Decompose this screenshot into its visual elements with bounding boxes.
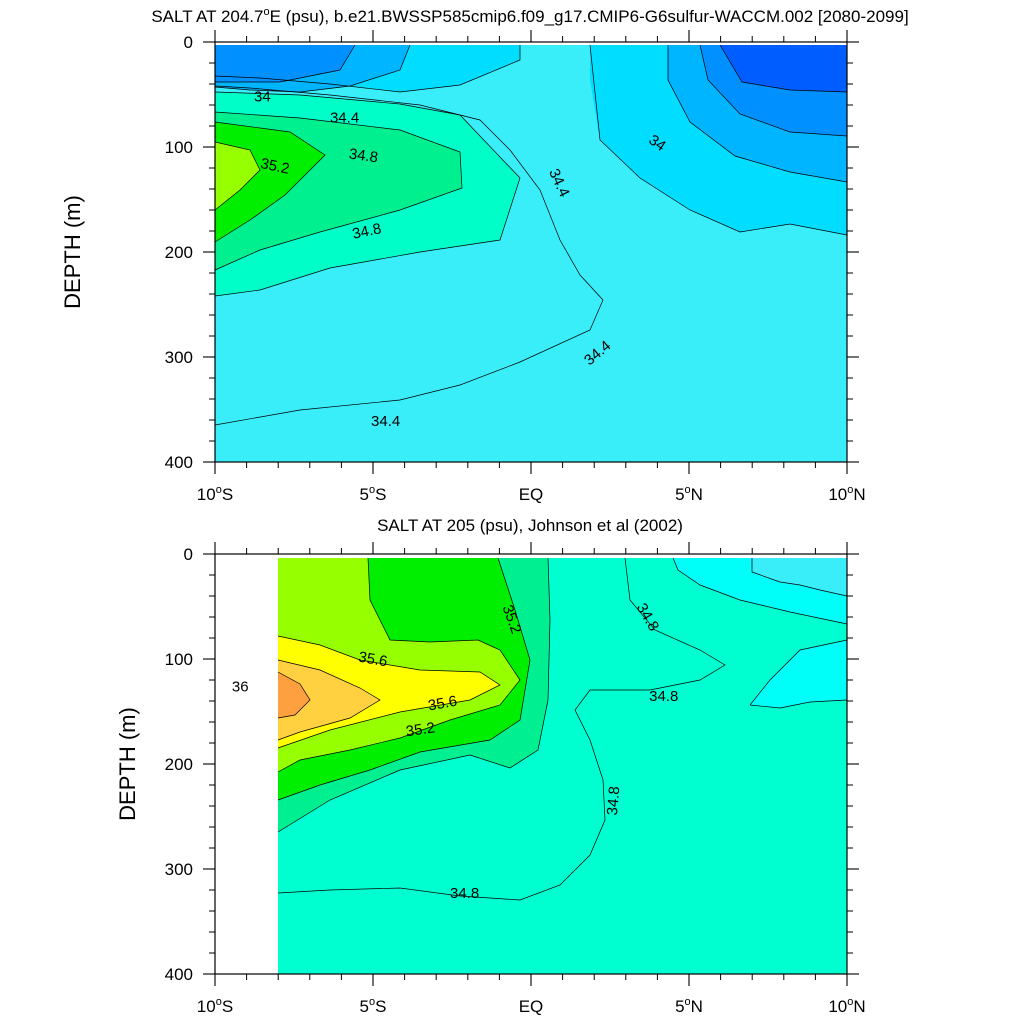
top-y-tick-label: 200 <box>165 243 193 262</box>
top-x-tick-label: 10oS <box>197 484 233 504</box>
top-y-axis-label: DEPTH (m) <box>60 195 85 309</box>
bottom-y-tick-label: 200 <box>165 755 193 774</box>
bottom-panel: SALT AT 205 (psu), Johnson et al (2002) <box>115 516 866 1016</box>
top-y-ticks: 0 100 200 300 400 <box>165 33 859 472</box>
fill-top-lt33.2-right <box>720 45 847 92</box>
top-contour-label-0: 34 <box>254 89 271 106</box>
bottom-y-axis-label: DEPTH (m) <box>115 707 140 821</box>
fill-bottom-lt34.4 <box>750 558 847 596</box>
top-contour-label-text: 34.4 <box>371 413 400 430</box>
top-contour-label-8: 34.4 <box>371 413 400 430</box>
bottom-x-tick-label: 10oN <box>828 996 865 1016</box>
bottom-contour-label-text: 34.8 <box>604 786 623 817</box>
top-title-prefix: SALT AT 204.7 <box>151 7 263 26</box>
fill-top-gt36 <box>215 142 260 210</box>
bottom-y-tick-label: 100 <box>165 650 193 669</box>
top-contour-label-text: 34.4 <box>330 110 359 127</box>
top-x-ticks: 10oS 5oS EQ 5oN 10oN <box>197 30 866 504</box>
top-title-suffix: E (psu), b.e21.BWSSP585cmip6.f09_g17.CMI… <box>270 7 909 26</box>
top-contour-label-text: 34 <box>645 131 668 154</box>
bottom-y-tick-label: 0 <box>184 545 193 564</box>
top-x-tick-label: 5oN <box>675 484 703 504</box>
top-contour-label-text: 34 <box>254 89 271 106</box>
fill-bottom-gt37.2 <box>278 672 310 718</box>
fill-bottom-lt34.8-b <box>750 640 847 708</box>
bottom-contour-label-3: 36 <box>232 678 249 695</box>
bottom-contour-label-text: 34.8 <box>450 885 479 902</box>
bottom-contour-label-text: 35.6 <box>427 693 459 715</box>
top-y-tick-label: 300 <box>165 348 193 367</box>
top-y-tick-label: 400 <box>165 453 193 472</box>
bottom-x-ticks: 10oS 5oS EQ 5oN 10oN <box>197 542 866 1016</box>
bottom-panel-title: SALT AT 205 (psu), Johnson et al (2002) <box>377 516 683 535</box>
bottom-contour-label-7: 34.8 <box>604 786 623 817</box>
fill-bottom-gt36.8 <box>278 660 380 740</box>
top-contour-label-6: 34 <box>645 131 668 154</box>
bottom-contour-label-5: 35.2 <box>405 719 436 740</box>
top-contour-label-text: 34.8 <box>348 145 379 166</box>
top-contour-label-2: 34.8 <box>348 145 379 166</box>
top-contour-label-text: 34.8 <box>351 220 383 243</box>
bottom-y-tick-label: 300 <box>165 860 193 879</box>
top-contour-label-4: 34.8 <box>351 220 383 243</box>
top-title-degree: o <box>263 6 269 18</box>
bottom-x-tick-label: 5oS <box>360 996 387 1016</box>
bottom-contour-lines <box>277 557 848 901</box>
bottom-y-ticks: 0 100 200 300 400 <box>165 545 859 984</box>
top-x-tick-label: 10oN <box>828 484 865 504</box>
bottom-contour-label-text: 36 <box>232 678 249 695</box>
bottom-contour-fills <box>278 558 847 974</box>
top-y-tick-label: 0 <box>184 33 193 52</box>
top-contour-fills <box>215 45 847 462</box>
bottom-contour-label-6: 34.8 <box>649 688 678 705</box>
bottom-x-tick-label: 10oS <box>197 996 233 1016</box>
fill-top-lt33.6-left <box>215 45 355 82</box>
top-contour-lines <box>214 44 848 426</box>
top-panel-title: SALT AT 204.7oE (psu), b.e21.BWSSP585cmi… <box>151 6 908 26</box>
bottom-contour-label-text: 35.2 <box>405 719 436 740</box>
bottom-contour-label-8: 34.8 <box>450 885 479 902</box>
top-y-tick-label: 100 <box>165 138 193 157</box>
bottom-x-tick-label: EQ <box>519 997 544 1016</box>
bottom-y-tick-label: 400 <box>165 965 193 984</box>
top-x-tick-label: 5oS <box>360 484 387 504</box>
bottom-contour-label-text: 35.6 <box>357 649 389 671</box>
bottom-x-tick-label: 5oN <box>675 996 703 1016</box>
top-contour-label-1: 34.4 <box>330 110 359 127</box>
top-contour-label-3: 35.2 <box>259 155 291 178</box>
bottom-contour-label-text: 34.8 <box>649 688 678 705</box>
bottom-contour-label-2: 35.6 <box>357 649 389 671</box>
top-x-tick-label: EQ <box>519 485 544 504</box>
bottom-contour-label-4: 35.6 <box>427 693 459 715</box>
top-contour-label-text: 35.2 <box>259 155 291 178</box>
top-panel: SALT AT 204.7oE (psu), b.e21.BWSSP585cmi… <box>60 6 909 504</box>
